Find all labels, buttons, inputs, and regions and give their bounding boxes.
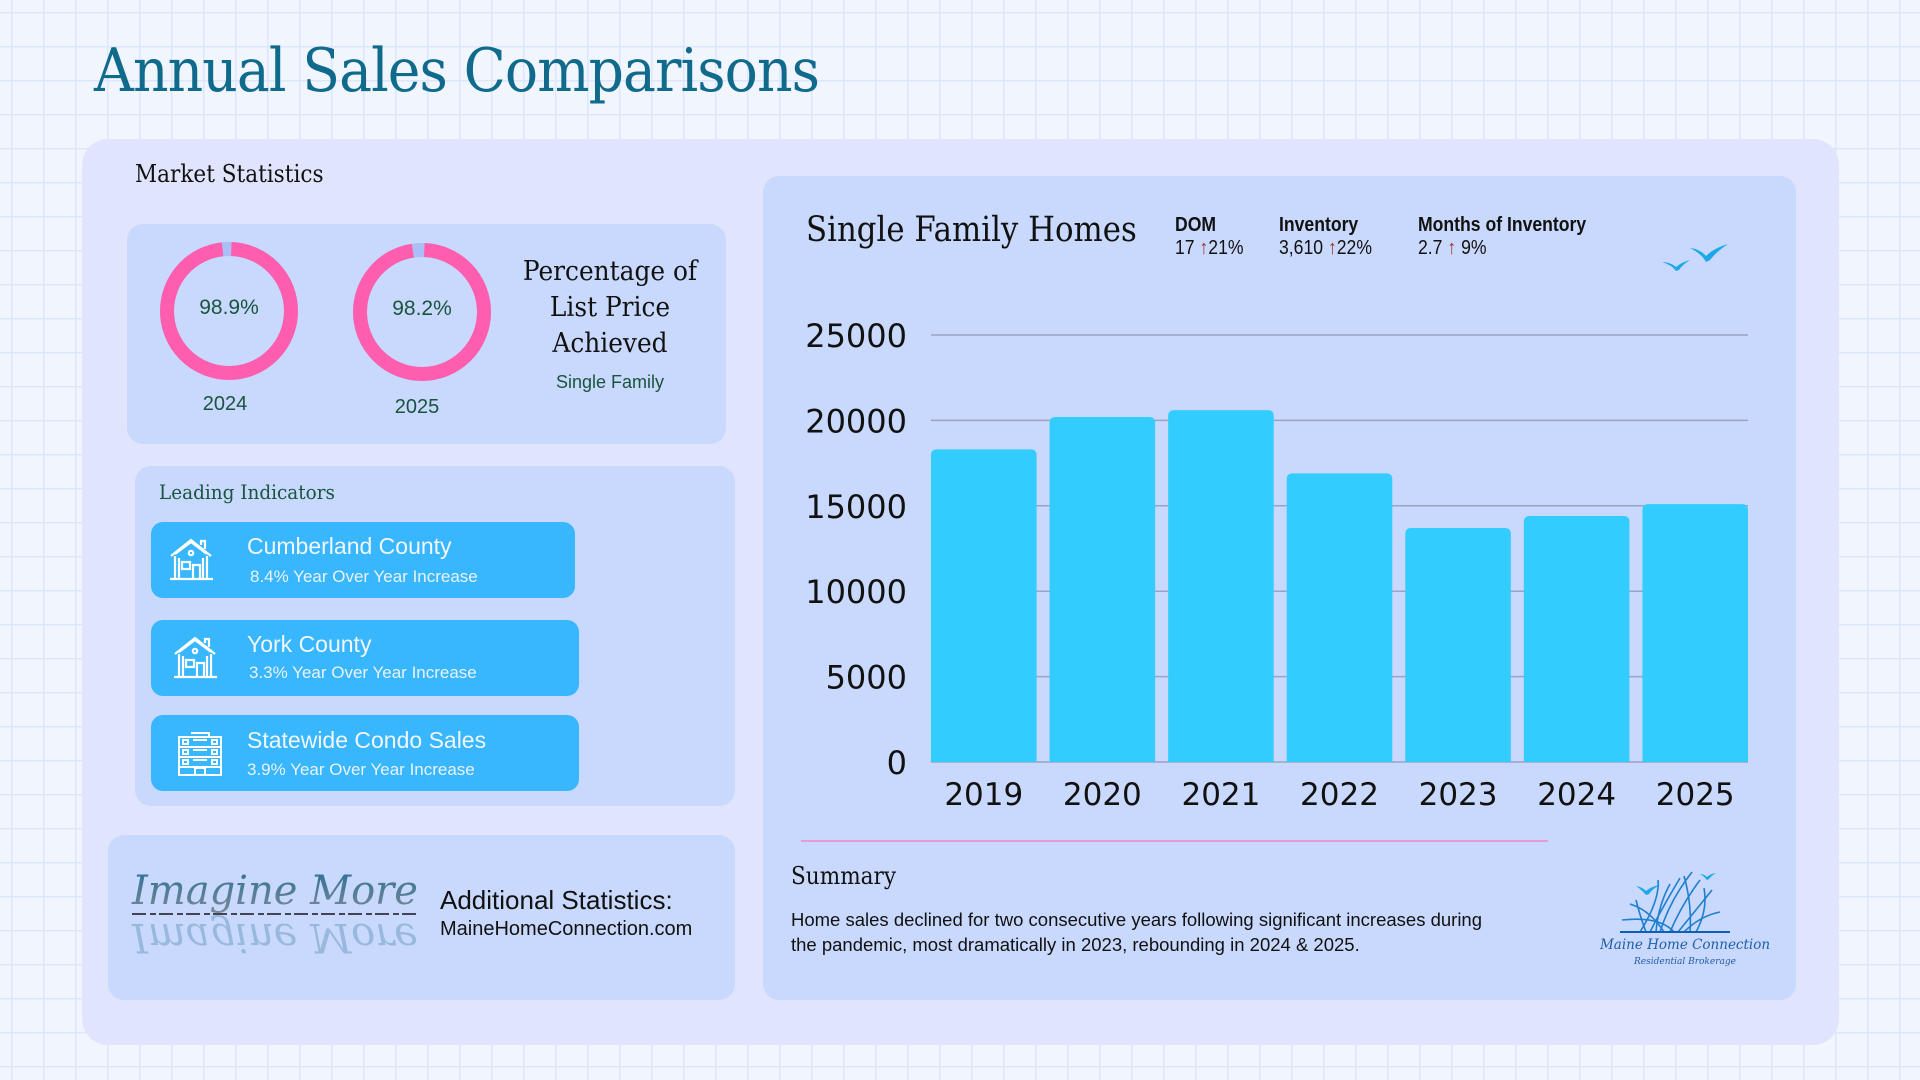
list-price-title: Percentage of List Price Achieved xyxy=(522,256,698,359)
donut-arc-2024 xyxy=(160,242,298,380)
page-title: Annual Sales Comparisons xyxy=(94,36,820,106)
metric-inventory: Inventory 3,610 ↑22% xyxy=(1279,214,1385,260)
indicator-title: York County xyxy=(247,631,372,657)
bar-2023 xyxy=(1405,528,1511,762)
leading-indicators-title: Leading Indicators xyxy=(159,480,335,504)
house-icon xyxy=(170,538,213,581)
arrow-up-icon: ↑ xyxy=(1447,237,1457,259)
metric-dom: DOM 17 ↑21% xyxy=(1175,214,1253,260)
x-tick-label: 2022 xyxy=(1300,777,1379,813)
market-statistics-label: Market Statistics xyxy=(135,160,324,188)
metric-value: 3,610 ↑22% xyxy=(1279,237,1372,259)
y-tick-label: 25000 xyxy=(805,317,907,355)
section-divider xyxy=(801,840,1548,842)
indicator-statewide-condo-sales: Statewide Condo Sales 3.9% Year Over Yea… xyxy=(151,715,579,791)
indicator-title: Cumberland County xyxy=(247,533,452,559)
y-tick-label: 5000 xyxy=(826,659,907,697)
arrow-up-icon: ↑ xyxy=(1327,237,1337,259)
imagine-more-reflection: Imagine More xyxy=(131,914,418,960)
x-tick-label: 2023 xyxy=(1419,777,1498,813)
imagine-more-logo: Imagine More Imagine More xyxy=(131,868,418,960)
indicator-cumberland-county: Cumberland County 8.4% Year Over Year In… xyxy=(151,522,575,598)
seagull-icon xyxy=(1700,873,1716,880)
chart-x-ticks: 2019 2020 2021 2022 2023 2024 2025 xyxy=(944,777,1734,813)
x-tick-label: 2021 xyxy=(1181,777,1260,813)
y-tick-label: 20000 xyxy=(805,402,907,440)
donut-2025: 98.2% 2025 xyxy=(351,241,493,418)
donut-arc-2025 xyxy=(353,243,491,381)
x-tick-label: 2020 xyxy=(1063,777,1142,813)
chart-title: Single Family Homes xyxy=(806,210,1137,250)
list-price-card xyxy=(127,224,726,444)
grass-icon xyxy=(1620,871,1730,933)
apartment-building-icon xyxy=(178,732,222,776)
indicator-subtitle: 3.3% Year Over Year Increase xyxy=(249,663,477,682)
arrow-up-icon: ↑ xyxy=(1199,237,1209,259)
bar-2024 xyxy=(1523,516,1630,762)
seagulls-icon xyxy=(1662,244,1728,271)
maine-home-connection-logo: Maine Home Connection Residential Broker… xyxy=(1600,871,1770,967)
donut-year-2024: 2024 xyxy=(202,393,248,415)
metric-value: 17 ↑21% xyxy=(1175,237,1244,259)
chart-y-ticks: 0 5000 10000 15000 20000 25000 xyxy=(805,317,907,782)
donut-ring-2025 xyxy=(353,243,491,381)
seagull-icon xyxy=(1636,885,1660,895)
bar-2021 xyxy=(1168,410,1274,762)
additional-statistics-card xyxy=(108,835,735,1000)
metric-label: Months of Inventory xyxy=(1418,214,1587,236)
indicator-subtitle: 3.9% Year Over Year Increase xyxy=(247,760,475,779)
additional-statistics-link[interactable]: MaineHomeConnection.com xyxy=(440,918,693,940)
metric-months-of-inventory: Months of Inventory 2.7 ↑ 9% xyxy=(1418,214,1609,260)
brand-name: Maine Home Connection xyxy=(1600,937,1770,953)
indicator-york-county: York County 3.3% Year Over Year Increase xyxy=(151,620,579,696)
x-tick-label: 2024 xyxy=(1537,777,1616,813)
summary-text: Home sales declined for two consecutive … xyxy=(791,909,1483,955)
brand-tagline: Residential Brokerage xyxy=(1633,957,1736,967)
metric-label: Inventory xyxy=(1279,214,1359,236)
indicator-title: Statewide Condo Sales xyxy=(247,727,487,753)
donut-value-2025: 98.2% xyxy=(392,297,452,320)
x-tick-label: 2025 xyxy=(1656,777,1735,813)
y-tick-label: 0 xyxy=(887,744,907,782)
list-price-subtitle: Single Family xyxy=(555,372,665,392)
donut-year-2025: 2025 xyxy=(394,396,440,418)
y-tick-label: 15000 xyxy=(805,488,907,526)
house-icon xyxy=(174,636,217,679)
chart-bars xyxy=(931,410,1748,762)
y-tick-label: 10000 xyxy=(805,573,907,611)
bar-2025 xyxy=(1642,504,1748,762)
metric-value: 2.7 ↑ 9% xyxy=(1418,237,1487,259)
donut-2024: 98.9% 2024 xyxy=(158,240,300,415)
additional-statistics-title: Additional Statistics: xyxy=(440,885,673,915)
donut-ring-2024 xyxy=(160,242,298,380)
imagine-more-text: Imagine More xyxy=(131,868,418,914)
bar-2019 xyxy=(931,449,1037,762)
bar-2022 xyxy=(1286,473,1393,762)
bar-2020 xyxy=(1049,416,1156,762)
donut-value-2024: 98.9% xyxy=(199,296,259,319)
x-tick-label: 2019 xyxy=(944,777,1023,813)
metric-label: DOM xyxy=(1175,214,1217,236)
summary-title: Summary xyxy=(791,862,897,890)
indicator-subtitle: 8.4% Year Over Year Increase xyxy=(250,567,478,586)
